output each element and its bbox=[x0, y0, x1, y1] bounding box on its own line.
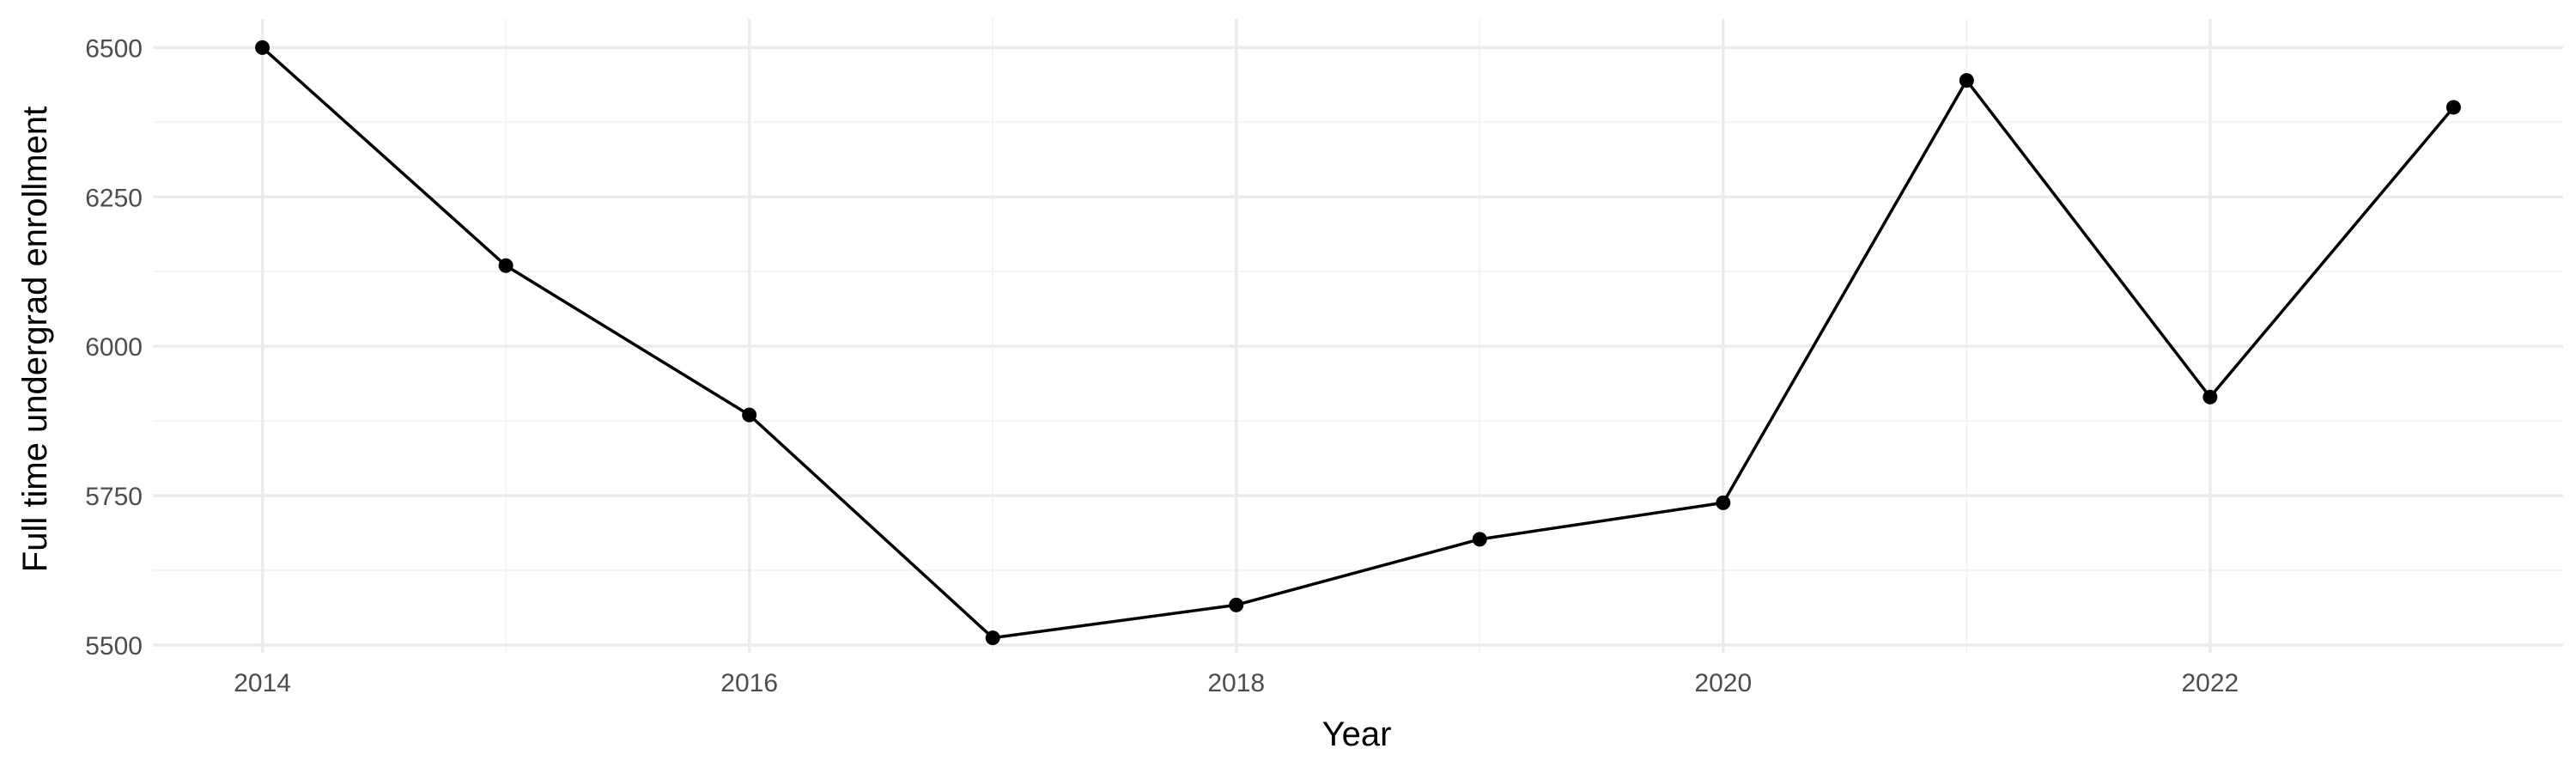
y-axis-tick-labels: 5500 5750 6000 6250 6500 bbox=[85, 34, 143, 660]
x-tick-label: 2018 bbox=[1207, 669, 1265, 697]
x-tick-label: 2014 bbox=[234, 669, 291, 697]
data-point bbox=[1959, 73, 1974, 88]
y-axis-title: Full time undergrad enrollment bbox=[16, 107, 54, 572]
data-point bbox=[2445, 100, 2461, 115]
data-point bbox=[742, 407, 757, 423]
series-layer bbox=[261, 46, 2455, 640]
major-gridlines bbox=[153, 19, 2563, 653]
data-point bbox=[1229, 597, 1244, 612]
data-point bbox=[2202, 389, 2218, 405]
data-point bbox=[1472, 532, 1487, 547]
data-point bbox=[498, 258, 513, 273]
minor-gridlines bbox=[153, 19, 2563, 653]
x-axis-title: Year bbox=[1322, 715, 1392, 753]
y-tick-label: 6000 bbox=[85, 333, 143, 362]
x-axis-tick-labels: 2014 2016 2018 2020 2022 bbox=[234, 669, 2239, 697]
x-tick-label: 2022 bbox=[2181, 669, 2239, 697]
x-tick-label: 2016 bbox=[720, 669, 778, 697]
data-point bbox=[985, 630, 1000, 646]
x-tick-label: 2020 bbox=[1694, 669, 1752, 697]
series-line bbox=[261, 46, 2455, 640]
y-tick-label: 6250 bbox=[85, 184, 143, 212]
y-tick-label: 5750 bbox=[85, 483, 143, 511]
data-points bbox=[255, 40, 2461, 646]
data-point bbox=[1716, 495, 1731, 510]
data-point bbox=[255, 40, 270, 55]
y-tick-label: 5500 bbox=[85, 632, 143, 660]
y-tick-label: 6500 bbox=[85, 34, 143, 63]
